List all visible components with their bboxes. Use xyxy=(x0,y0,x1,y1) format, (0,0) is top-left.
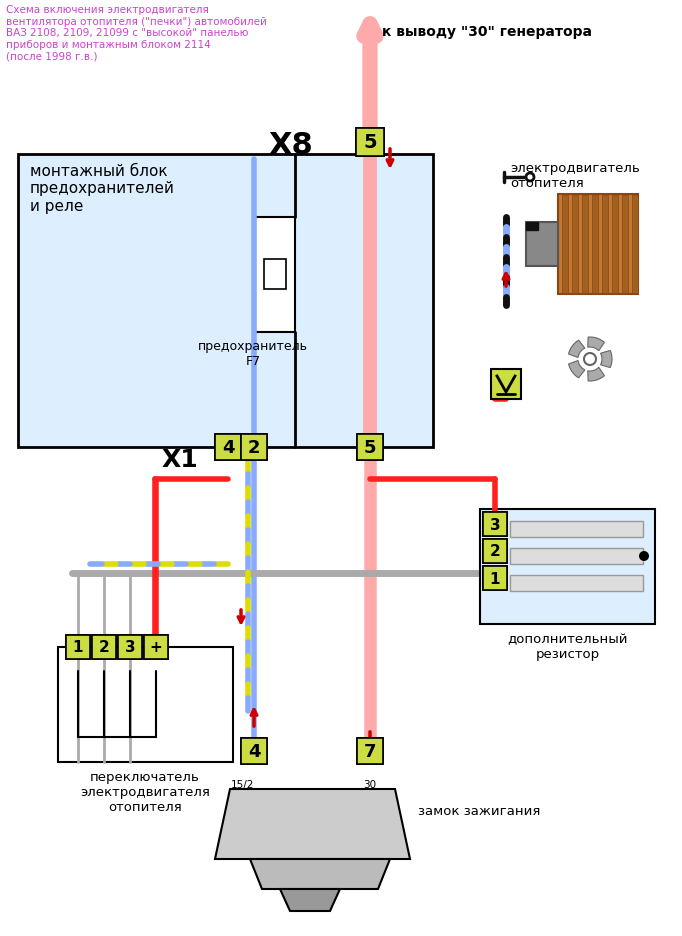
Bar xyxy=(58,648,233,762)
Bar xyxy=(612,196,618,294)
Bar xyxy=(92,636,116,659)
Bar xyxy=(510,548,643,564)
Bar xyxy=(483,539,507,563)
Text: 2: 2 xyxy=(99,640,109,655)
Bar xyxy=(357,739,383,764)
Text: Х1: Х1 xyxy=(161,447,198,472)
Text: 5: 5 xyxy=(364,133,377,153)
Text: 3: 3 xyxy=(490,517,501,532)
Text: 4: 4 xyxy=(222,439,234,457)
Bar xyxy=(357,434,383,461)
Text: 5: 5 xyxy=(364,439,376,457)
Text: 7: 7 xyxy=(364,742,376,760)
Bar xyxy=(483,539,507,563)
Text: 30: 30 xyxy=(364,779,376,789)
Bar xyxy=(510,521,643,537)
Bar xyxy=(483,512,507,536)
Text: монтажный блок
предохранителей
и реле: монтажный блок предохранителей и реле xyxy=(30,164,175,213)
Text: замок зажигания: замок зажигания xyxy=(418,805,540,818)
Bar xyxy=(118,636,142,659)
Polygon shape xyxy=(588,368,604,382)
Text: 2: 2 xyxy=(99,640,109,655)
Text: 15/2: 15/2 xyxy=(231,779,254,789)
Text: +: + xyxy=(149,640,162,655)
Bar xyxy=(241,739,267,764)
Bar xyxy=(144,636,168,659)
Bar xyxy=(526,223,538,231)
Text: дополнительный
резистор: дополнительный резистор xyxy=(508,633,628,660)
Bar xyxy=(264,259,286,289)
Bar xyxy=(215,434,241,461)
Bar xyxy=(356,129,384,157)
Bar xyxy=(510,576,643,592)
Bar xyxy=(241,434,267,461)
Bar xyxy=(572,196,578,294)
Text: 3: 3 xyxy=(490,517,501,532)
Text: Схема включения электродвигателя
вентилятора отопителя ("печки") автомобилей
ВАЗ: Схема включения электродвигателя вентиля… xyxy=(6,5,267,62)
Text: 4: 4 xyxy=(248,742,261,760)
Text: 4: 4 xyxy=(248,742,261,760)
Bar xyxy=(241,739,267,764)
Bar xyxy=(118,636,142,659)
Text: электродвигатель
отопителя: электродвигатель отопителя xyxy=(510,162,640,190)
Text: переключатель
электродвигателя
отопителя: переключатель электродвигателя отопителя xyxy=(80,770,210,813)
Bar xyxy=(491,370,521,400)
Bar xyxy=(602,196,608,294)
Text: 3: 3 xyxy=(125,640,135,655)
Polygon shape xyxy=(588,338,604,351)
Text: 1: 1 xyxy=(73,640,83,655)
Polygon shape xyxy=(250,859,390,889)
Bar xyxy=(92,636,116,659)
Polygon shape xyxy=(280,889,340,911)
Bar xyxy=(526,223,558,267)
Text: предохранитель
F7: предохранитель F7 xyxy=(198,340,308,368)
Bar xyxy=(480,509,655,624)
Text: 2: 2 xyxy=(248,439,261,457)
Text: 5: 5 xyxy=(364,133,377,153)
Text: 7: 7 xyxy=(364,742,376,760)
Bar xyxy=(483,566,507,591)
Text: 1: 1 xyxy=(490,571,501,586)
Bar xyxy=(215,434,241,461)
Text: к выводу "30" генератора: к выводу "30" генератора xyxy=(382,25,592,39)
Bar xyxy=(357,434,383,461)
Text: 2: 2 xyxy=(248,439,261,457)
Bar xyxy=(562,196,568,294)
Polygon shape xyxy=(569,361,585,378)
Bar xyxy=(558,195,638,295)
Polygon shape xyxy=(569,341,585,358)
Bar xyxy=(66,636,90,659)
Bar xyxy=(632,196,638,294)
Circle shape xyxy=(584,354,596,366)
Bar xyxy=(483,512,507,536)
Bar xyxy=(592,196,598,294)
Text: 1: 1 xyxy=(73,640,83,655)
Bar xyxy=(357,739,383,764)
Bar xyxy=(622,196,628,294)
Text: 4: 4 xyxy=(222,439,234,457)
Circle shape xyxy=(639,551,649,562)
Text: 5: 5 xyxy=(364,439,376,457)
Text: 2: 2 xyxy=(490,544,501,559)
Text: 1: 1 xyxy=(490,571,501,586)
Bar xyxy=(18,154,433,447)
Text: Х8: Х8 xyxy=(268,130,313,159)
Bar xyxy=(241,434,267,461)
Bar xyxy=(356,129,384,157)
Text: 2: 2 xyxy=(490,544,501,559)
Polygon shape xyxy=(601,351,612,368)
Bar xyxy=(144,636,168,659)
Circle shape xyxy=(526,174,534,182)
Bar xyxy=(483,566,507,591)
Text: +: + xyxy=(149,640,162,655)
Bar xyxy=(582,196,588,294)
Bar xyxy=(66,636,90,659)
Polygon shape xyxy=(215,789,410,859)
Bar xyxy=(255,218,295,332)
Text: 3: 3 xyxy=(125,640,135,655)
